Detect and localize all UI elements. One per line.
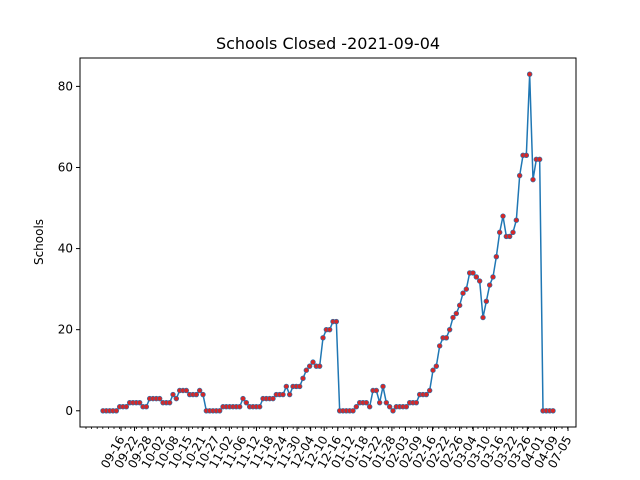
data-point xyxy=(383,399,390,406)
data-point xyxy=(550,408,556,414)
x-axis-ticks: 09-1609-2209-2810-0210-0810-1510-2110-27… xyxy=(98,427,575,471)
data-point xyxy=(423,391,430,398)
data-point xyxy=(196,387,203,394)
y-tick-label: 80 xyxy=(58,79,73,93)
data-point xyxy=(460,290,466,296)
data-point xyxy=(193,391,200,398)
data-point xyxy=(256,404,263,410)
data-point xyxy=(496,229,503,236)
data-point xyxy=(366,404,373,410)
data-point xyxy=(350,408,356,414)
data-point xyxy=(236,404,243,410)
data-point xyxy=(390,408,396,414)
data-point xyxy=(166,399,173,406)
data-point xyxy=(476,278,483,284)
data-point xyxy=(413,399,420,406)
y-axis-label: Schools xyxy=(32,219,46,265)
data-point xyxy=(436,343,443,349)
data-point xyxy=(286,391,293,398)
y-tick-label: 20 xyxy=(58,323,73,337)
data-point xyxy=(113,408,120,414)
plot-area xyxy=(80,58,576,427)
data-point xyxy=(426,387,433,394)
data-point xyxy=(513,217,520,223)
data-point xyxy=(353,404,360,410)
data-point xyxy=(463,286,470,292)
data-point xyxy=(526,71,533,77)
data-point xyxy=(310,359,316,365)
data-point xyxy=(173,395,180,402)
data-point xyxy=(510,229,516,236)
data-point xyxy=(450,314,456,321)
data-point xyxy=(200,391,206,398)
data-point xyxy=(183,387,190,394)
data-point xyxy=(283,383,290,390)
data-point xyxy=(483,298,490,304)
data-point xyxy=(500,213,506,219)
plot-frame xyxy=(79,57,577,428)
data-point xyxy=(523,152,530,159)
data-point xyxy=(493,253,500,260)
data-point xyxy=(216,408,223,414)
data-point xyxy=(240,395,246,402)
data-point xyxy=(320,335,326,341)
y-axis-ticks: 0 20 40 60 80 xyxy=(58,79,80,418)
data-point xyxy=(536,156,543,163)
data-point xyxy=(143,404,150,410)
data-point xyxy=(473,274,480,280)
data-point xyxy=(386,404,393,410)
data-point xyxy=(446,326,453,333)
data-point xyxy=(316,363,323,369)
data-point xyxy=(333,318,340,325)
data-point xyxy=(280,391,286,398)
data-point xyxy=(123,404,130,410)
data-point xyxy=(300,375,306,382)
data-point xyxy=(453,310,460,317)
data-point xyxy=(530,176,536,183)
data-point xyxy=(243,399,250,406)
data-points xyxy=(100,71,556,414)
data-point xyxy=(490,274,496,280)
data-point xyxy=(403,404,410,410)
data-point xyxy=(506,233,513,240)
data-point xyxy=(363,399,370,406)
data-point xyxy=(480,314,486,321)
data-point xyxy=(443,335,450,341)
y-tick-label: 40 xyxy=(58,242,73,256)
data-point xyxy=(326,326,333,333)
data-point xyxy=(306,363,313,369)
chart-title: Schools Closed -2021-09-04 xyxy=(216,34,440,53)
data-point xyxy=(296,383,303,390)
data-point xyxy=(136,399,143,406)
data-point xyxy=(516,172,523,179)
data-point xyxy=(380,383,386,390)
data-point xyxy=(373,387,380,394)
data-point xyxy=(156,395,163,402)
data-point xyxy=(270,395,276,402)
data-point xyxy=(376,399,383,406)
data-point xyxy=(456,302,463,309)
data-point xyxy=(430,367,436,373)
y-tick-label: 0 xyxy=(65,404,73,418)
data-point xyxy=(433,363,440,369)
data-point xyxy=(470,270,476,276)
data-point xyxy=(303,367,310,373)
data-point xyxy=(486,282,493,288)
y-tick-label: 60 xyxy=(58,160,73,174)
data-point xyxy=(170,391,176,398)
